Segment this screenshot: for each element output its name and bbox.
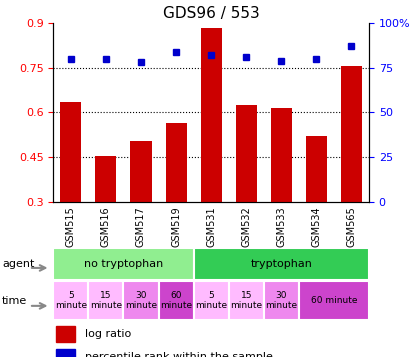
Bar <box>158 281 193 320</box>
Text: log ratio: log ratio <box>85 329 131 339</box>
Bar <box>56 349 75 357</box>
Bar <box>56 326 75 342</box>
Title: GDS96 / 553: GDS96 / 553 <box>162 6 259 21</box>
Text: percentile rank within the sample: percentile rank within the sample <box>85 352 272 357</box>
Text: time: time <box>2 296 27 306</box>
Bar <box>60 102 81 202</box>
Bar <box>228 281 263 320</box>
Text: 60
minute: 60 minute <box>160 291 192 311</box>
Bar <box>298 281 368 320</box>
Bar <box>193 248 368 280</box>
Bar <box>305 136 326 202</box>
Text: no tryptophan: no tryptophan <box>83 259 163 269</box>
Bar <box>123 281 158 320</box>
Bar <box>95 156 116 202</box>
Text: 5
minute: 5 minute <box>55 291 87 311</box>
Bar <box>270 108 291 202</box>
Bar <box>340 66 361 202</box>
Text: 5
minute: 5 minute <box>195 291 227 311</box>
Bar <box>200 28 221 202</box>
Bar <box>130 141 151 202</box>
Bar <box>165 123 186 202</box>
Text: 60 minute: 60 minute <box>310 296 356 305</box>
Bar <box>88 281 123 320</box>
Bar <box>53 248 193 280</box>
Bar <box>263 281 298 320</box>
Text: 15
minute: 15 minute <box>90 291 122 311</box>
Text: 15
minute: 15 minute <box>229 291 262 311</box>
Bar <box>193 281 228 320</box>
Bar <box>53 281 88 320</box>
Text: 30
minute: 30 minute <box>265 291 297 311</box>
Text: 30
minute: 30 minute <box>125 291 157 311</box>
Text: agent: agent <box>2 259 34 269</box>
Text: tryptophan: tryptophan <box>250 259 312 269</box>
Bar <box>235 105 256 202</box>
